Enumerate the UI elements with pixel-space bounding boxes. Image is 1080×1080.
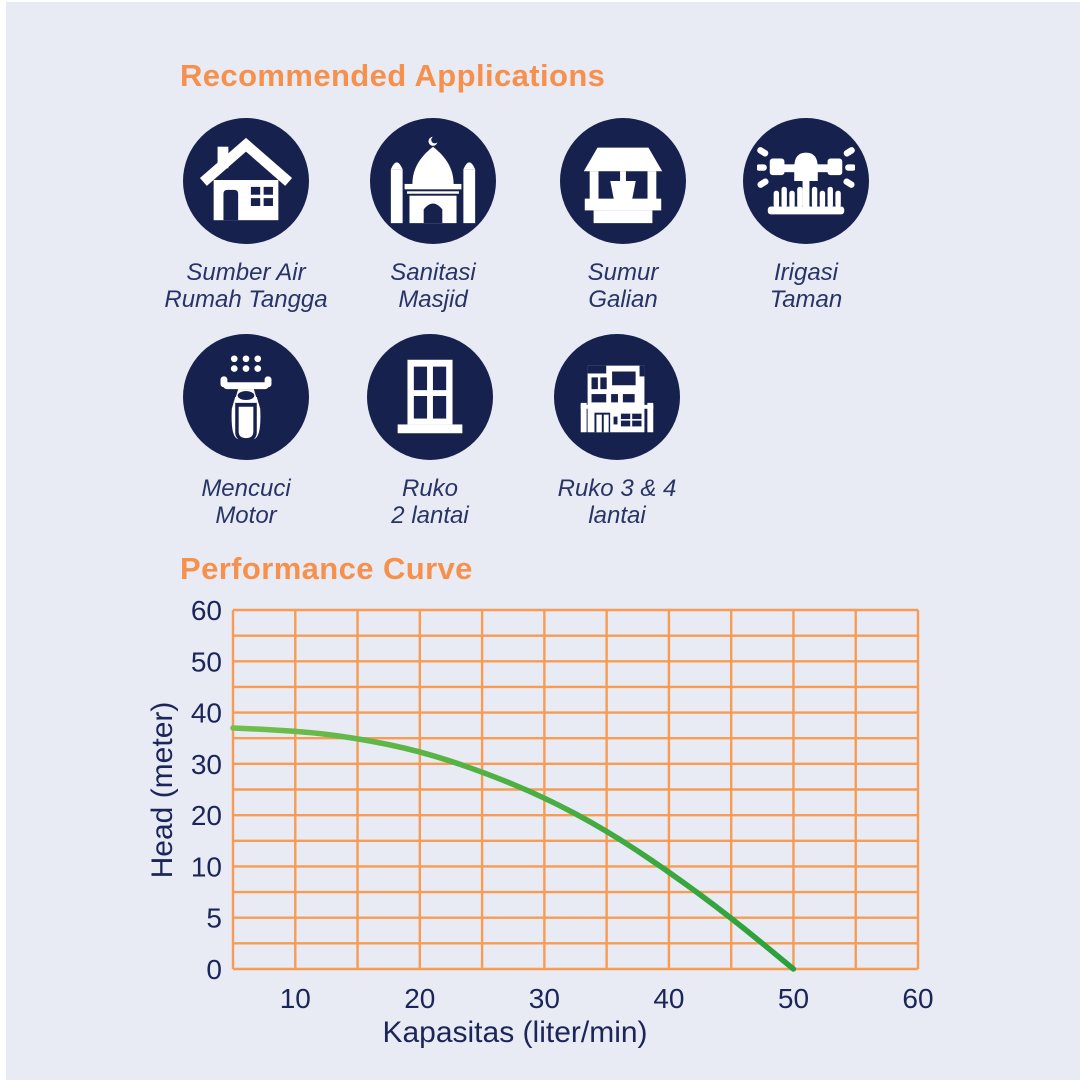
application-label-line1: Irigasi	[773, 259, 839, 286]
sprinkler-icon	[743, 118, 869, 244]
application-item: Irigasi Taman	[706, 118, 906, 313]
applications-section-title: Recommended Applications	[180, 58, 606, 93]
y-tick-label: 10	[191, 851, 222, 882]
y-tick-label: 50	[191, 646, 222, 677]
application-item: Mencuci Motor	[146, 334, 346, 529]
x-tick-label: 40	[653, 983, 684, 1014]
application-label-line2: 2 lantai	[391, 502, 469, 529]
application-item: Ruko 3 & 4 lantai	[517, 334, 717, 529]
x-tick-label: 20	[404, 983, 435, 1014]
building-2-icon	[367, 334, 493, 460]
y-axis-title: Head (meter)	[146, 702, 179, 879]
application-item: Ruko 2 lantai	[330, 334, 530, 529]
well-icon	[560, 118, 686, 244]
y-tick-label: 0	[206, 954, 222, 985]
application-label-line1: Mencuci	[201, 475, 291, 502]
y-tick-label: 30	[191, 749, 222, 780]
application-label-line2: Masjid	[398, 286, 468, 313]
house-icon	[183, 118, 309, 244]
x-tick-label: 60	[902, 983, 933, 1014]
x-tick-label: 10	[280, 983, 311, 1014]
y-tick-label: 60	[191, 595, 222, 626]
application-label-line2: Galian	[588, 286, 658, 313]
performance-curve-line	[230, 725, 797, 972]
scooter-icon	[183, 334, 309, 460]
application-item: Sumber Air Rumah Tangga	[146, 118, 346, 313]
application-label-line2: Taman	[769, 286, 843, 313]
application-label-line1: Sanitasi	[390, 259, 476, 286]
x-axis-title: Kapasitas (liter/min)	[382, 1016, 647, 1049]
x-tick-label: 30	[529, 983, 560, 1014]
x-tick-label: 50	[778, 983, 809, 1014]
application-item: Sumur Galian	[523, 118, 723, 313]
building-34-icon	[554, 334, 680, 460]
application-label-line2: Motor	[215, 502, 277, 529]
application-label-line1: Ruko 3 & 4	[557, 475, 677, 502]
y-tick-label: 5	[206, 903, 222, 934]
application-label-line2: lantai	[588, 502, 646, 529]
application-label-line1: Ruko	[401, 475, 459, 502]
mosque-icon	[370, 118, 496, 244]
application-label-line1: Sumur	[587, 259, 659, 286]
application-label-line2: Rumah Tangga	[164, 286, 328, 313]
y-tick-label: 40	[191, 698, 222, 729]
application-label-line1: Sumber Air	[186, 259, 306, 286]
application-item: Sanitasi Masjid	[333, 118, 533, 313]
performance-section-title: Performance Curve	[180, 551, 473, 586]
y-tick-label: 20	[191, 800, 222, 831]
